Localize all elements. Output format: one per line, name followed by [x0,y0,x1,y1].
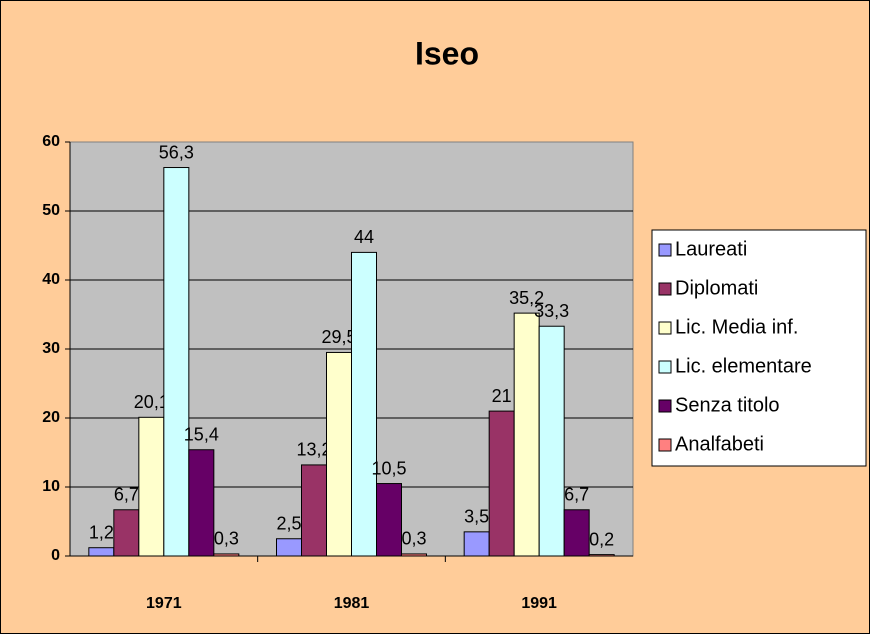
bar [188,449,215,557]
legend-label: Senza titolo [675,394,780,416]
data-label: 13,2 [296,440,331,460]
legend-label: Lic. elementare [675,355,812,377]
bar [138,416,165,557]
data-label: 56,3 [159,142,194,162]
data-label: 6,7 [114,485,139,505]
data-label: 6,7 [564,485,589,505]
y-tick-label: 60 [42,133,60,150]
bar [326,351,352,557]
data-label: 44 [354,227,374,247]
legend-label: Diplomati [675,277,758,299]
y-tick-label: 10 [42,478,60,495]
bar [376,483,402,557]
data-label: 3,5 [464,507,489,527]
legend-label: Laureati [675,238,747,260]
bar [538,325,565,557]
data-label: 1,2 [89,522,114,542]
data-label: 33,3 [534,301,569,321]
data-label: 0,3 [214,529,239,549]
x-tick-label: 1971 [146,595,182,612]
data-label: 15,4 [184,424,219,444]
data-label: 35,2 [509,288,544,308]
bar [463,531,490,557]
bar [163,167,190,557]
legend-swatch [658,438,672,452]
legend-swatch [658,399,672,413]
legend-label: Lic. Media inf. [675,316,798,338]
bar [213,553,240,557]
bar [563,509,590,557]
bar [351,251,377,557]
bar [513,312,540,557]
legend-swatch [658,360,672,374]
y-tick-label: 20 [42,409,60,426]
x-tick-label: 1991 [521,595,557,612]
bar [588,554,615,557]
legend-box [651,229,867,467]
data-label: 21 [492,386,512,406]
bar [276,538,302,557]
bar [488,410,515,557]
legend-swatch [658,243,672,257]
legend-swatch [658,321,672,335]
x-tick-label: 1981 [334,595,370,612]
bar [88,547,115,557]
bar [113,509,140,557]
y-tick-label: 40 [42,271,60,288]
y-tick-label: 0 [51,547,60,564]
legend-label: Analfabeti [675,433,764,455]
data-label: 0,2 [589,529,614,549]
bar [401,553,427,557]
bar [301,464,327,557]
data-label: 20,1 [134,392,169,412]
chart-title: Iseo [415,35,479,71]
legend-swatch [658,282,672,296]
data-label: 29,5 [321,327,356,347]
y-tick-label: 30 [42,340,60,357]
data-label: 0,3 [401,529,426,549]
data-label: 10,5 [371,458,406,478]
data-label: 2,5 [276,514,301,534]
y-tick-label: 50 [42,202,60,219]
